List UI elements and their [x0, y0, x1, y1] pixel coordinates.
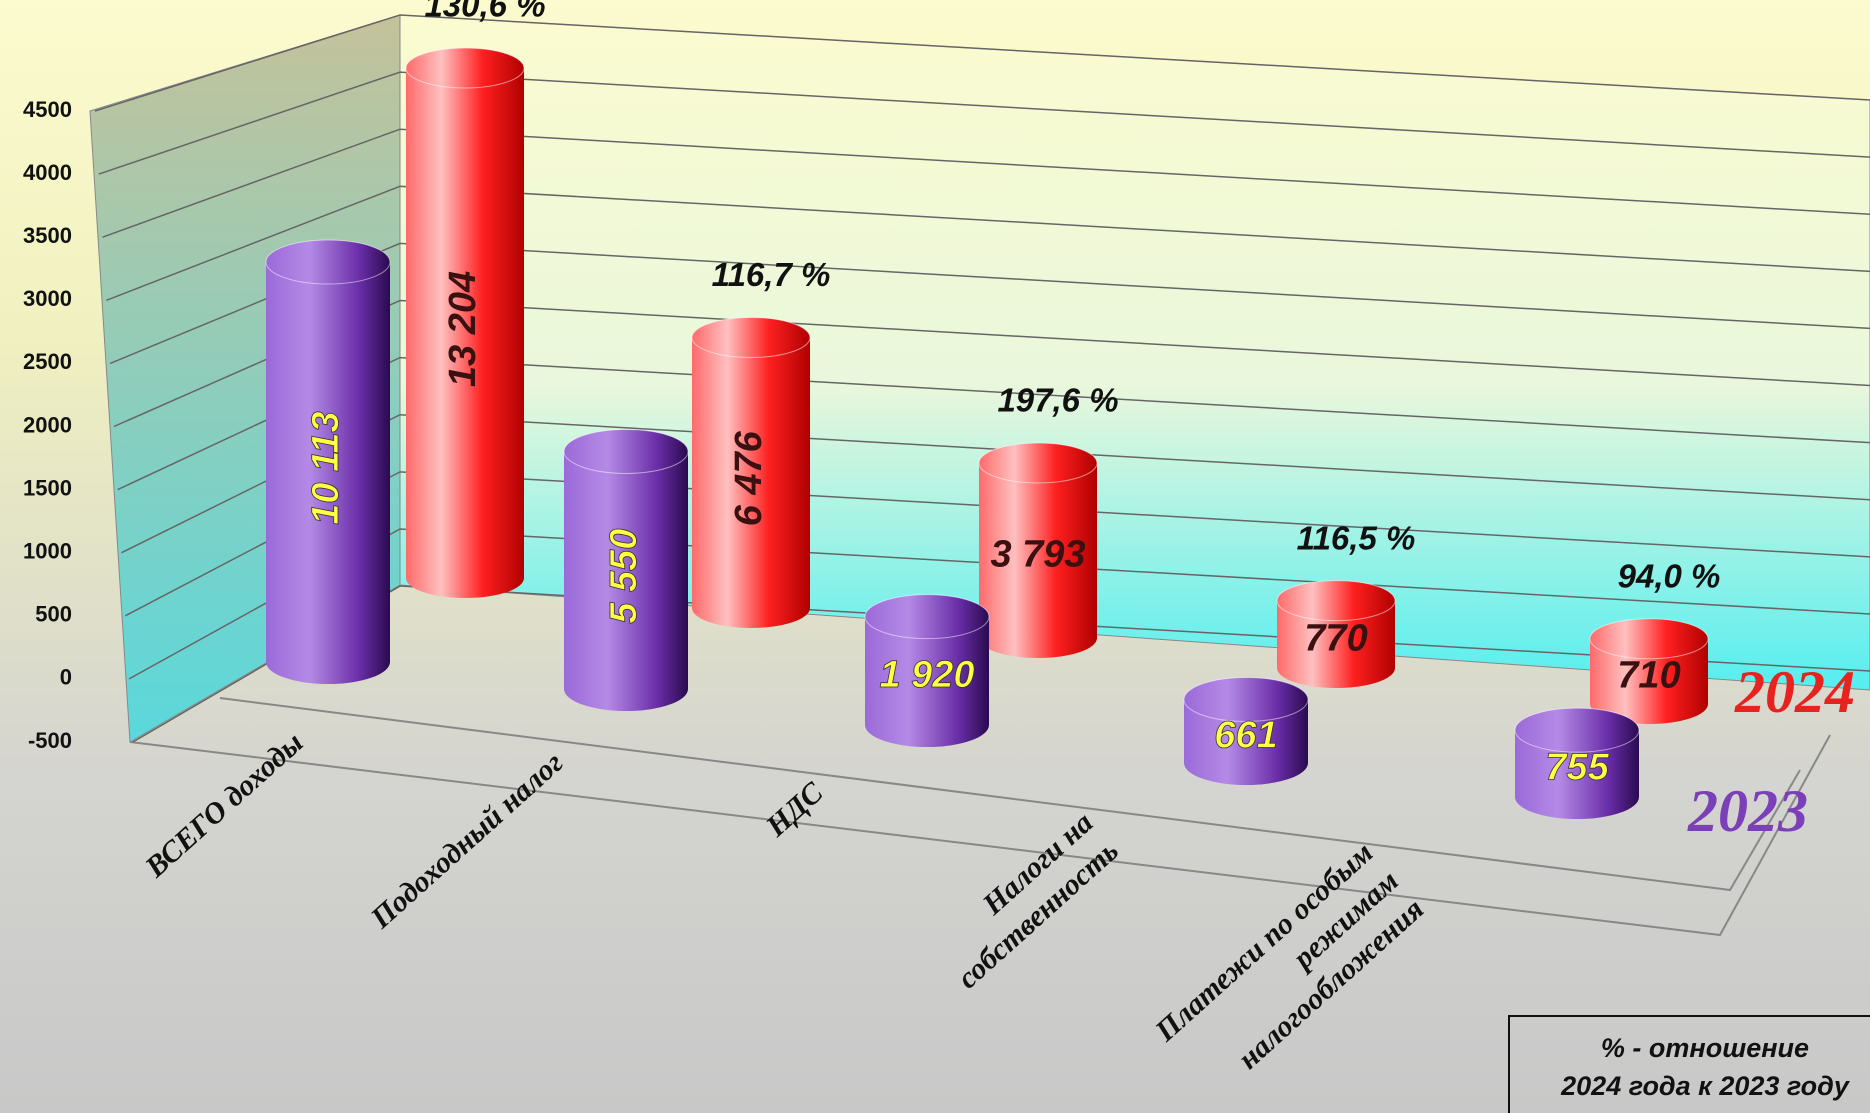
bar-top: [1589, 618, 1709, 660]
value-label: 10 113: [305, 411, 347, 524]
value-label: 5 550: [603, 529, 645, 624]
grid-line: [113, 299, 1870, 428]
y-tick-label: 2500: [23, 349, 72, 374]
y-tick-label: 3500: [23, 223, 72, 248]
grid-line: [121, 413, 1870, 554]
y-tick-label: -500: [28, 728, 72, 753]
bar: [979, 462, 1097, 638]
value-label: 710: [1617, 654, 1680, 696]
percent-label: 94,0 %: [1618, 557, 1721, 594]
bar-top: [864, 594, 990, 640]
bar: [692, 337, 810, 608]
grid-line: [98, 71, 1870, 175]
floor-edge: [129, 734, 1831, 937]
percent-label: 197,6 %: [997, 382, 1118, 419]
grid-line: [106, 185, 1870, 301]
value-label: 661: [1214, 714, 1277, 756]
x-tick-label: НДС: [759, 775, 830, 844]
y-tick-label: 1500: [23, 475, 72, 500]
bar-top: [691, 316, 811, 358]
bar: [564, 451, 688, 689]
value-label: 1 920: [879, 654, 974, 696]
grid-line: [124, 471, 1870, 617]
y-tick-label: 1000: [23, 539, 72, 564]
y-tick-label: 4000: [23, 160, 72, 185]
y-tick-label: 2000: [23, 412, 72, 437]
x-tick-label-line: НДС: [759, 775, 830, 844]
x-tick-label-line: ВСЕГО доходы: [138, 726, 309, 885]
x-tick-label: ВСЕГО доходы: [138, 726, 309, 885]
note: 2024 года к 2023 году: [1560, 1071, 1851, 1101]
value-label: 3 793: [990, 534, 1085, 576]
bar: [406, 68, 524, 578]
grid-line: [109, 242, 1870, 365]
floor-edge: [219, 697, 1801, 892]
y-tick-label: 3000: [23, 286, 72, 311]
bar-top: [405, 47, 525, 89]
grid-line: [102, 128, 1870, 238]
percent-label: 116,7 %: [712, 256, 831, 293]
percent-label: 116,5 %: [1297, 519, 1416, 556]
bar-top: [563, 428, 689, 474]
value-label: 755: [1545, 747, 1609, 789]
y-tick-label: 500: [35, 602, 72, 627]
grid-line: [94, 14, 1870, 112]
x-tick-label: Налоги насобственность: [926, 806, 1125, 995]
bar-top: [1183, 676, 1309, 722]
y-tick-label: 0: [60, 665, 72, 690]
bar-top: [265, 239, 391, 285]
value-label: 770: [1304, 617, 1367, 659]
note-box: [1508, 1015, 1870, 1113]
bar-top: [978, 442, 1098, 484]
y-tick-label: 4500: [23, 97, 72, 122]
bar-top: [1514, 707, 1640, 753]
legend-label: 2024: [1734, 659, 1855, 725]
grid-line: [128, 528, 1870, 680]
plot: -500 0 500 1000 1500 2000 2500 3000 3500 4000 4500…: [23, 0, 1870, 1105]
bar-top: [1276, 580, 1396, 622]
bar: [266, 262, 390, 662]
legend-label: 2023: [1687, 778, 1808, 844]
value-label: 13 204: [442, 271, 484, 387]
note: % - отношение: [1601, 1033, 1809, 1063]
percent-label: 130,6 %: [424, 0, 545, 24]
grid-line: [117, 356, 1870, 491]
x-tick-label: Платежи по особымрежимамналогообложения: [1148, 836, 1430, 1105]
value-label: 6 476: [728, 430, 770, 526]
